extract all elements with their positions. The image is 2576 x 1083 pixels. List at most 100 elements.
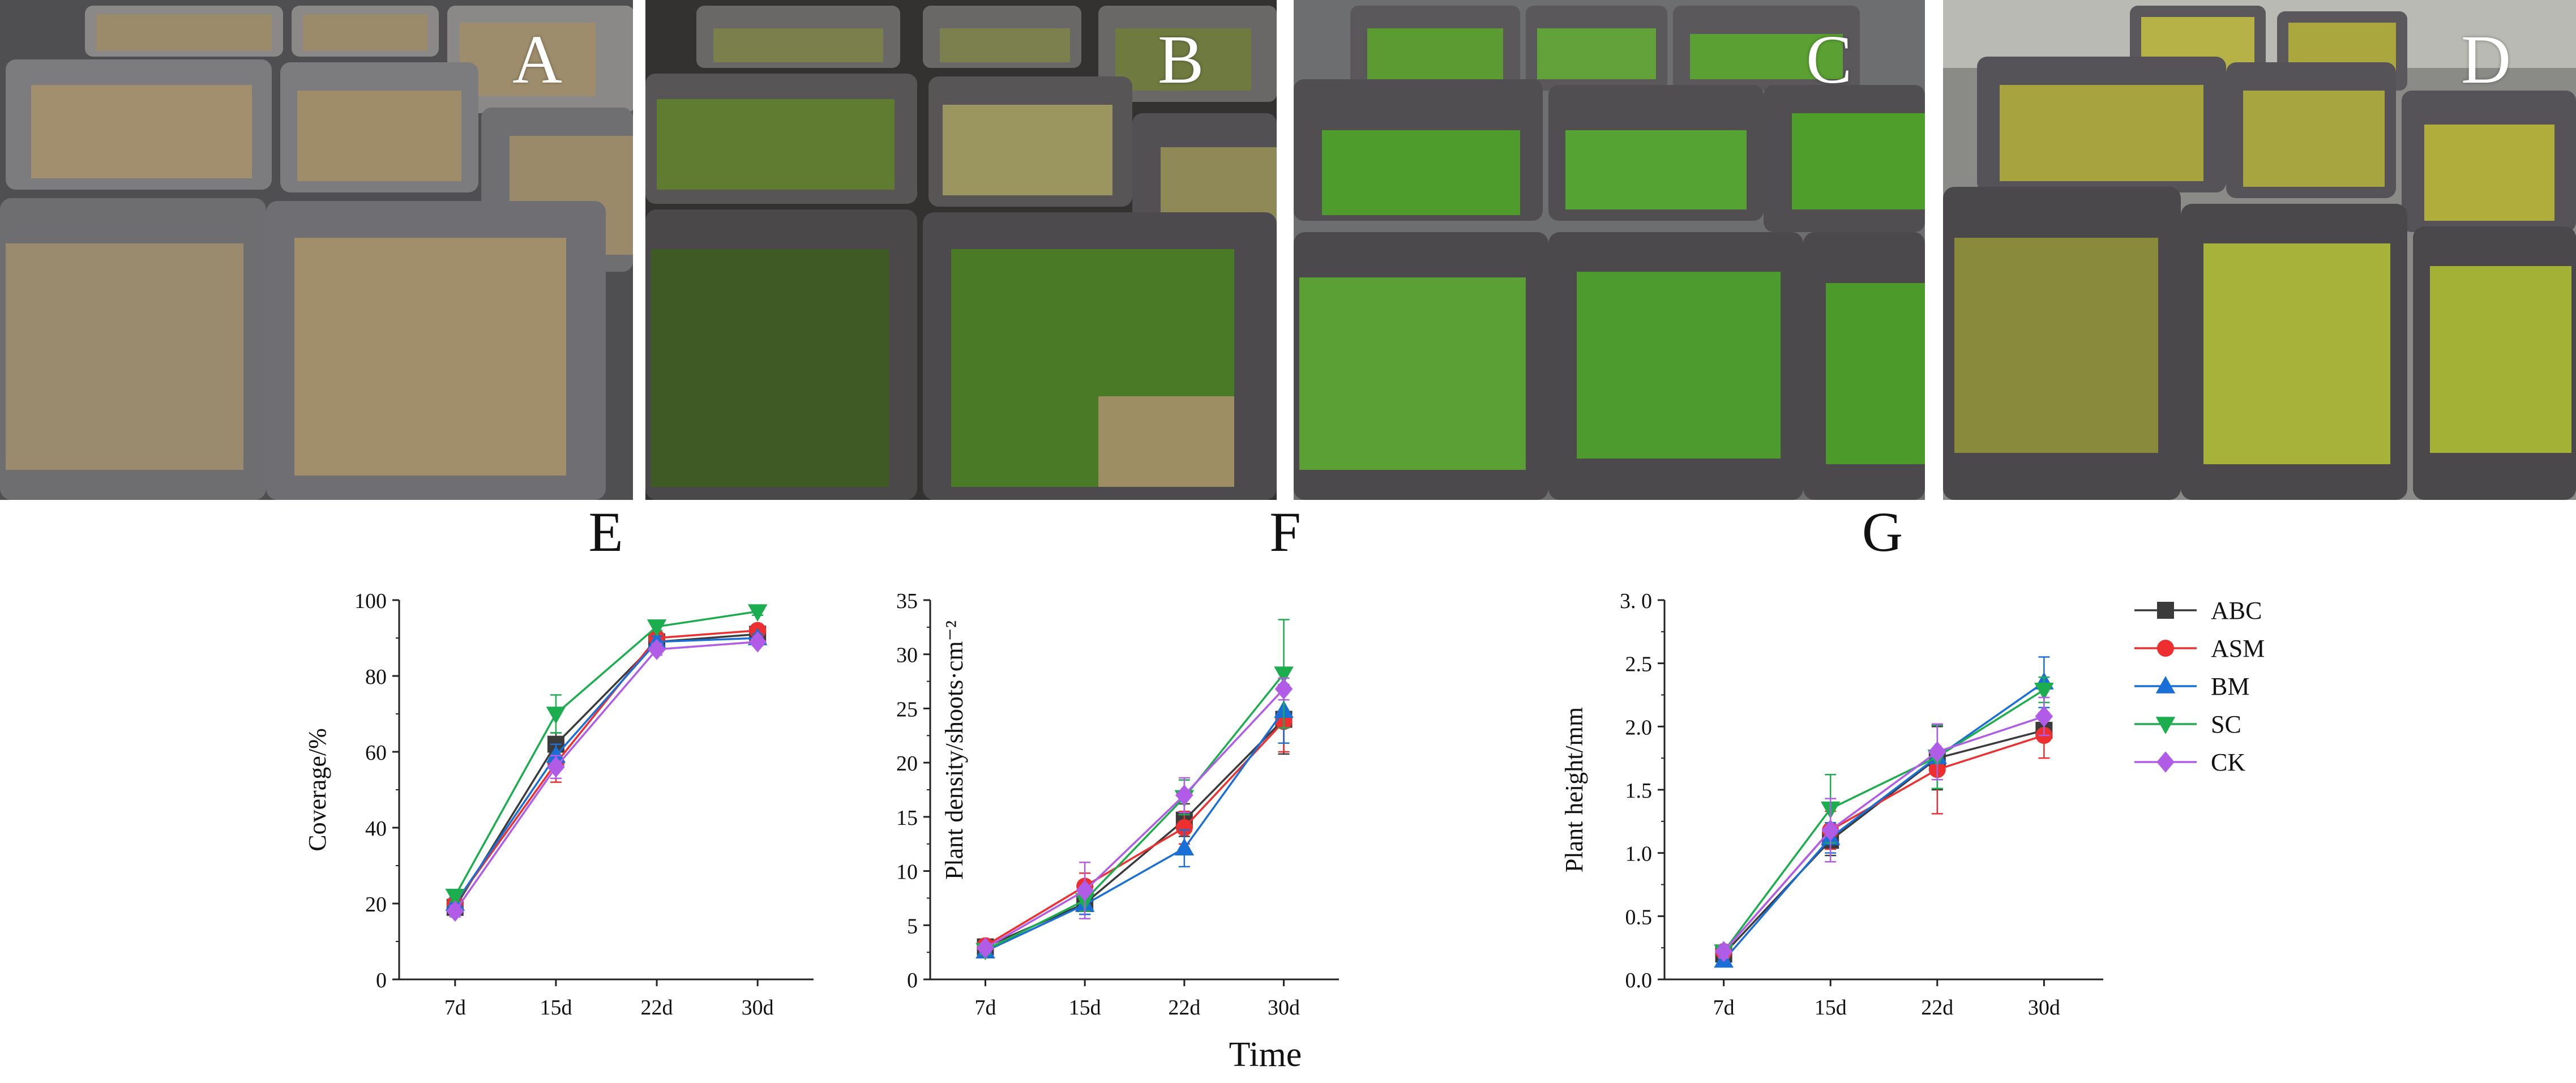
y-tick-label: 20 — [365, 893, 387, 917]
legend-marker — [2155, 717, 2176, 734]
data-point — [1821, 819, 1839, 841]
data-point — [647, 619, 667, 637]
x-tick-label: 22d — [1168, 996, 1200, 1020]
data-point — [1076, 880, 1094, 901]
series-asm — [446, 622, 767, 912]
series-ck — [976, 677, 1293, 959]
data-point — [446, 900, 464, 922]
y-axis-label: Coverage/% — [303, 728, 331, 851]
x-tick-label: 15d — [540, 996, 572, 1020]
photo-mature-moss-trays — [1943, 0, 2576, 500]
series-line — [985, 673, 1285, 951]
legend-item-ck: CK — [2134, 748, 2245, 776]
y-axis-label: Plant height/mm — [1560, 707, 1588, 872]
legend-label: BM — [2211, 673, 2249, 700]
data-point — [547, 756, 565, 778]
series-line — [985, 721, 1285, 947]
x-tick-label: 15d — [1815, 996, 1847, 1020]
x-tick-label: 7d — [974, 996, 996, 1020]
y-tick-label: 0.0 — [1625, 969, 1653, 992]
photo-panel-c: C — [1294, 0, 1925, 500]
y-tick-label: 5 — [907, 914, 918, 938]
legend-item-asm: ASM — [2134, 635, 2265, 662]
series-line — [985, 688, 1285, 949]
series-line — [1723, 729, 2044, 955]
series-sc — [445, 604, 768, 906]
data-point — [747, 604, 768, 622]
y-tick-label: 15 — [896, 806, 918, 830]
data-point — [748, 631, 767, 653]
legend-label: SC — [2211, 710, 2241, 738]
photo-early-moss-trays — [645, 0, 1277, 500]
y-tick-label: 30 — [896, 644, 918, 667]
series-line — [1723, 681, 2045, 961]
data-point — [648, 639, 666, 660]
y-tick-label: 2.0 — [1625, 716, 1653, 739]
data-point — [2035, 705, 2053, 727]
series-line — [1723, 715, 2044, 953]
legend: ABC ASM BM SC CK — [2134, 597, 2265, 776]
x-tick-label: 30d — [2028, 996, 2060, 1020]
chart-plant-density: 0 5 10 15 20 25 30 35 7d 15d 22d 30d F Plant density/… — [896, 500, 1339, 1020]
y-tick-label: 0 — [907, 969, 918, 992]
series-line — [1723, 689, 2045, 952]
panel-letter-b: B — [1158, 22, 1204, 98]
data-point — [1174, 838, 1195, 856]
charts-panel: 0 20 40 60 80 100 7d 15d 22d 30d E Coverage/% 0 5 10 1… — [303, 500, 2265, 1074]
series-line — [454, 610, 758, 897]
series-abc — [977, 684, 1293, 956]
photo-panel-a: A — [0, 0, 633, 500]
data-point — [2034, 682, 2054, 700]
photo-panel-d: D — [1943, 0, 2576, 500]
y-tick-label: 60 — [365, 741, 387, 765]
data-point — [1274, 666, 1294, 684]
chart-plant-height: 0.0 0.5 1.0 1.5 2.0 2.5 3. 0 7d 15d 22d 30d G Plant … — [1560, 500, 2103, 1020]
data-point — [1175, 819, 1193, 836]
shared-x-axis-label: Time — [1229, 1035, 1302, 1074]
x-tick-label: 15d — [1069, 996, 1101, 1020]
legend-item-abc: ABC — [2134, 597, 2262, 624]
panel-letter-a: A — [512, 22, 563, 98]
y-tick-label: 80 — [365, 665, 387, 689]
series-line — [985, 718, 1285, 948]
series-sc — [975, 619, 1294, 961]
data-point — [445, 888, 465, 906]
panel-letter-d: D — [2461, 22, 2511, 98]
series-line — [1723, 734, 2044, 953]
y-tick-label: 1.0 — [1625, 842, 1653, 866]
series-ck — [1714, 696, 2053, 962]
y-tick-label: 40 — [365, 817, 387, 841]
photo-bare-soil-trays — [0, 0, 633, 500]
series-abc — [1715, 719, 2053, 963]
y-tick-label: 2.5 — [1625, 653, 1653, 677]
legend-label: ASM — [2211, 635, 2265, 662]
chart-title: G — [1862, 500, 1903, 563]
series-sc — [1714, 676, 2054, 962]
y-tick-label: 35 — [896, 589, 918, 613]
legend-label: ABC — [2211, 597, 2262, 624]
x-tick-label: 7d — [1713, 996, 1735, 1020]
photo-panel-b: B — [645, 0, 1277, 500]
legend-marker — [2156, 751, 2175, 773]
x-tick-label: 22d — [641, 996, 673, 1020]
chart-title: E — [588, 500, 623, 563]
series-ck — [446, 631, 767, 922]
data-point — [1928, 741, 1946, 763]
series-line — [454, 640, 758, 912]
legend-item-bm: BM — [2134, 673, 2249, 700]
series-line — [454, 629, 758, 905]
y-tick-label: 0 — [376, 969, 387, 992]
data-point — [546, 707, 566, 724]
y-tick-label: 1.5 — [1625, 779, 1653, 803]
legend-label: CK — [2211, 748, 2245, 776]
y-tick-label: 100 — [354, 589, 387, 613]
x-tick-label: 30d — [1268, 996, 1300, 1020]
data-point — [1175, 784, 1193, 806]
chart-title: F — [1269, 500, 1301, 563]
y-tick-label: 25 — [896, 697, 918, 721]
photo-green-moss-trays — [1294, 0, 1925, 500]
legend-marker — [2157, 640, 2174, 657]
y-tick-label: 10 — [896, 861, 918, 884]
series-line — [985, 710, 1285, 952]
series-asm — [1715, 712, 2053, 960]
